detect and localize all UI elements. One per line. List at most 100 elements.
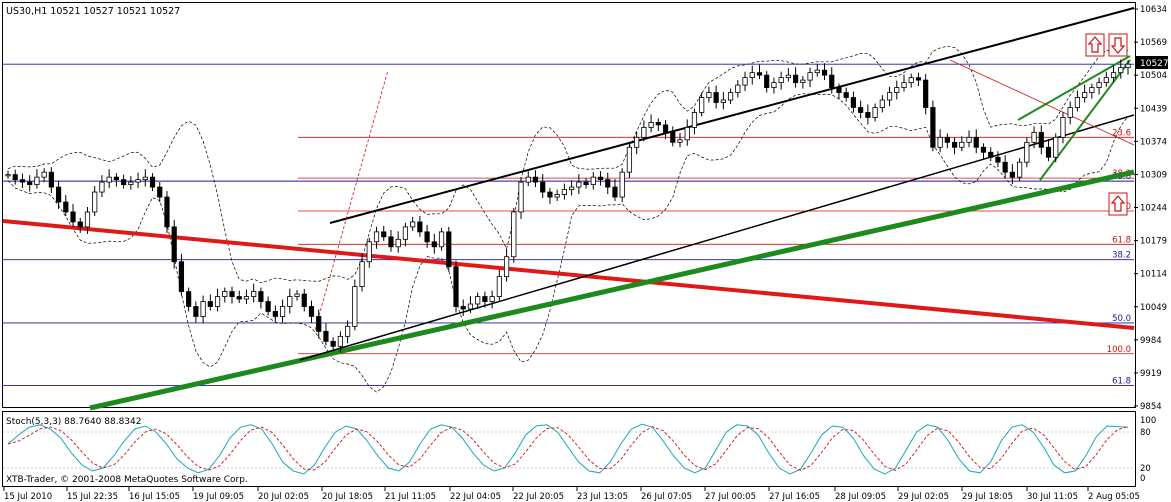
candle-body — [373, 231, 380, 243]
time-axis: 15 Jul 2010 15 Jul 22:35 16 Jul 15:05 19 Ju… — [3, 487, 1140, 502]
candle-body — [1060, 117, 1066, 138]
candle-body — [944, 136, 950, 143]
green-wedge-upper — [1017, 55, 1131, 121]
candle-body — [930, 107, 936, 148]
candle-body — [1038, 131, 1044, 148]
candle-body — [63, 201, 69, 213]
y-tick-label: 10114 — [1140, 270, 1167, 280]
fib-baseline — [314, 69, 389, 331]
candle-body — [12, 174, 18, 181]
candle-body — [128, 181, 134, 185]
candle-body — [691, 112, 698, 128]
candle-body — [785, 74, 791, 79]
fib-blue-label: 50.0 — [1112, 314, 1131, 324]
candle-body — [1103, 77, 1109, 84]
candle-body — [77, 221, 83, 228]
candle-body — [301, 293, 307, 307]
candle-body — [1096, 82, 1102, 88]
fib-blue-label: 38.2 — [1112, 251, 1131, 261]
candle-body — [337, 335, 343, 347]
candle-body — [193, 306, 199, 317]
bollinger-bands — [7, 45, 1129, 393]
main-panel-frame — [2, 2, 1136, 408]
candle-body — [41, 171, 47, 178]
candle-body — [597, 176, 604, 181]
candle-body — [207, 301, 213, 307]
candle-body — [330, 340, 336, 347]
channel-lower-line — [299, 114, 1135, 361]
candle-body — [287, 296, 293, 307]
y-tick-label: 10244 — [1140, 204, 1167, 214]
candle-body — [641, 126, 647, 138]
candle-body — [265, 301, 271, 312]
candle-body — [164, 196, 170, 228]
stoch-level-label: 100 — [1140, 416, 1156, 426]
candle-body — [771, 82, 777, 88]
price-axis: 10634 10569 10504 10439 10374 10309 10244 10179… — [1134, 5, 1167, 412]
stoch-level-label: 0 — [1140, 474, 1145, 484]
candle-body — [923, 79, 929, 108]
candle-body — [655, 122, 661, 126]
candle-body — [518, 181, 524, 213]
candle-body — [1125, 63, 1131, 69]
y-tick-label: 10374 — [1140, 137, 1167, 147]
candle-body — [366, 241, 372, 263]
candle-body — [214, 296, 221, 307]
candle-body — [973, 136, 979, 148]
candle-body — [525, 176, 531, 183]
candle-body — [908, 77, 914, 84]
candle-body — [1017, 161, 1023, 178]
candle-body — [1118, 67, 1124, 74]
candle-body — [55, 186, 62, 203]
candle-body — [19, 179, 26, 183]
candle-body — [48, 171, 54, 188]
candle-body — [99, 181, 105, 193]
candle-body — [467, 303, 474, 310]
candle-body — [576, 181, 582, 188]
x-tick-label: 19 Jul 09:05 — [193, 492, 244, 502]
sell-arrow-icon-box — [1108, 33, 1128, 57]
candle-body — [836, 87, 842, 93]
y-tick-label: 10439 — [1140, 104, 1167, 114]
candle-body — [135, 179, 141, 183]
fib-red-label: 23.6 — [1112, 128, 1131, 138]
trend-lines — [2, 7, 1135, 411]
y-tick-label: 10634 — [1140, 5, 1167, 15]
x-tick-label: 15 Jul 2010 — [4, 492, 52, 502]
candle-body — [272, 311, 278, 317]
candle-body — [402, 226, 409, 240]
candle-body — [27, 181, 33, 185]
candle-body — [872, 107, 878, 118]
candle-body — [619, 171, 625, 198]
candle-body — [106, 176, 112, 183]
candle-body — [1045, 146, 1052, 158]
price-candles — [5, 59, 1131, 353]
candle-body — [489, 296, 495, 302]
red-thin-line — [949, 59, 1135, 146]
candle-body — [720, 99, 726, 103]
candle-body — [438, 231, 445, 248]
candle-body — [540, 181, 546, 193]
candle-body — [178, 261, 185, 292]
x-tick-label: 29 Jul 18:05 — [962, 492, 1013, 502]
buy-arrow-low-icon-box — [1108, 192, 1128, 216]
x-tick-label: 15 Jul 22:35 — [67, 492, 118, 502]
candle-body — [482, 296, 488, 302]
candle-body — [670, 131, 676, 143]
candle-body — [850, 97, 857, 108]
candle-body — [496, 276, 502, 297]
candle-body — [142, 176, 148, 181]
candle-body — [966, 136, 972, 143]
candle-body — [5, 174, 11, 177]
candle-body — [706, 92, 712, 98]
y-tick-label: 10504 — [1140, 71, 1167, 81]
y-tick-label: 9854 — [1140, 402, 1162, 412]
red-downtrend-line — [2, 219, 1135, 330]
green-uptrend-line — [89, 169, 1135, 411]
candle-body — [359, 261, 365, 287]
candle-body — [569, 186, 575, 190]
candle-body — [243, 296, 250, 300]
candle-body — [605, 179, 611, 188]
